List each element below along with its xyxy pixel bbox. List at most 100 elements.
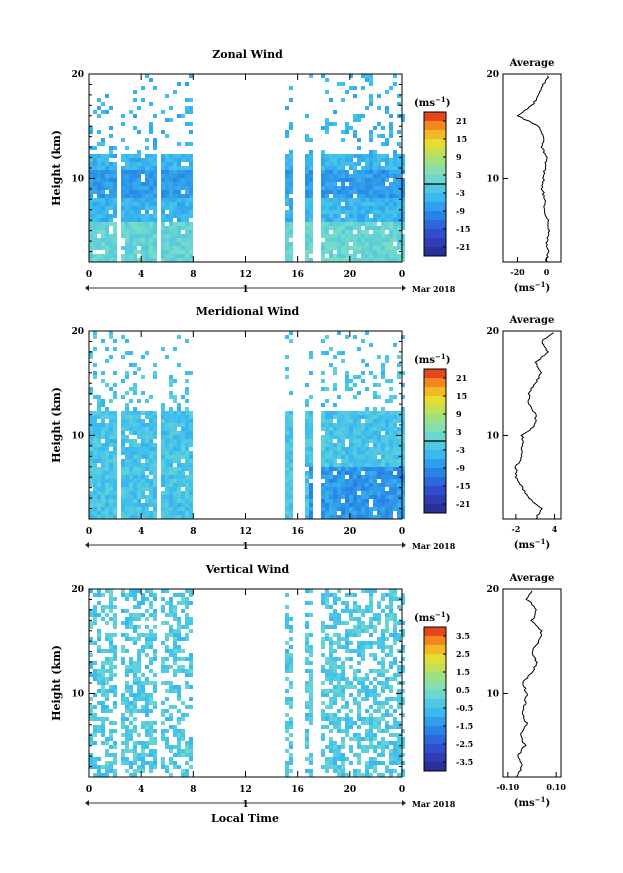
- heatmap-cell: [305, 633, 309, 637]
- heatmap-cell: [145, 254, 149, 258]
- heatmap-cell: [357, 717, 361, 721]
- heatmap-cell: [349, 495, 353, 499]
- heatmap-cell: [149, 765, 153, 769]
- heatmap-cell: [361, 459, 365, 463]
- heatmap-cell: [133, 487, 137, 491]
- heatmap-cell: [185, 613, 189, 617]
- heatmap-cell: [333, 601, 337, 605]
- heatmap-cell: [177, 226, 181, 230]
- heatmap-cell: [109, 246, 113, 250]
- heatmap-cell: [289, 503, 293, 507]
- heatmap-cell: [309, 206, 313, 210]
- colorbar-segment: [424, 459, 446, 469]
- heatmap-cell: [341, 673, 345, 677]
- heatmap-cell: [365, 166, 369, 170]
- heatmap-cell: [93, 431, 97, 435]
- heatmap-cell: [325, 351, 329, 355]
- heatmap-cell: [353, 475, 357, 479]
- heatmap-cell: [153, 479, 157, 483]
- heatmap-cell: [385, 419, 389, 423]
- heatmap-cell: [393, 491, 397, 495]
- heatmap-cell: [397, 162, 401, 166]
- heatmap-cell: [401, 487, 405, 491]
- heatmap-cell: [113, 653, 117, 657]
- heatmap-cell: [345, 685, 349, 689]
- heatmap-cell: [373, 218, 377, 222]
- heatmap-cell: [89, 226, 93, 230]
- heatmap-cell: [285, 415, 289, 419]
- heatmap-cell: [125, 258, 129, 262]
- heatmap-cell: [105, 258, 109, 262]
- heatmap-cell: [309, 451, 313, 455]
- heatmap-cell: [145, 463, 149, 467]
- heatmap-cell: [161, 681, 165, 685]
- heatmap-cell: [121, 439, 125, 443]
- heatmap-cell: [381, 226, 385, 230]
- heatmap-cell: [145, 693, 149, 697]
- average-x-label: (ms−1): [514, 537, 550, 551]
- heatmap-cell: [393, 419, 397, 423]
- heatmap-cell: [97, 98, 101, 102]
- heatmap-cell: [189, 491, 193, 495]
- heatmap-cell: [377, 451, 381, 455]
- heatmap-cell: [101, 218, 105, 222]
- heatmap-cell: [373, 174, 377, 178]
- heatmap-cell: [165, 515, 169, 519]
- heatmap-cell: [333, 214, 337, 218]
- heatmap-cell: [189, 617, 193, 621]
- heatmap-cell: [145, 633, 149, 637]
- heatmap-cell: [305, 645, 309, 649]
- heatmap-cell: [177, 657, 181, 661]
- heatmap-cell: [305, 250, 309, 254]
- heatmap-cell: [105, 605, 109, 609]
- heatmap-cell: [177, 737, 181, 741]
- heatmap-cell: [321, 411, 325, 415]
- heatmap-cell: [153, 174, 157, 178]
- heatmap-cell: [389, 725, 393, 729]
- heatmap-cell: [105, 250, 109, 254]
- heatmap-cell: [333, 765, 337, 769]
- heatmap-cell: [97, 443, 101, 447]
- heatmap-cell: [373, 198, 377, 202]
- heatmap-cell: [97, 142, 101, 146]
- heatmap-cell: [125, 238, 129, 242]
- heatmap-cell: [357, 162, 361, 166]
- heatmap-cell: [397, 242, 401, 246]
- heatmap-cell: [369, 741, 373, 745]
- heatmap-cells: [89, 589, 405, 777]
- heatmap-cell: [369, 713, 373, 717]
- heatmap-cell: [369, 625, 373, 629]
- heatmap-cell: [141, 254, 145, 258]
- heatmap-cell: [89, 194, 93, 198]
- heatmap-cell: [101, 669, 105, 673]
- heatmap-cell: [121, 491, 125, 495]
- heatmap-cell: [109, 745, 113, 749]
- heatmap-cell: [181, 713, 185, 717]
- heatmap-cell: [321, 471, 325, 475]
- heatmap-cell: [113, 371, 117, 375]
- heatmap-cell: [165, 419, 169, 423]
- heatmap-cell: [121, 258, 125, 262]
- heatmap-cell: [333, 170, 337, 174]
- heatmap-cell: [345, 154, 349, 158]
- heatmap-cell: [353, 669, 357, 673]
- heatmap-cell: [137, 178, 141, 182]
- heatmap-cell: [389, 467, 393, 471]
- heatmap-cell: [181, 443, 185, 447]
- heatmap-cell: [309, 439, 313, 443]
- heatmap-cell: [353, 685, 357, 689]
- heatmap-cell: [189, 194, 193, 198]
- heatmap-cell: [105, 613, 109, 617]
- heatmap-cell: [189, 435, 193, 439]
- heatmap-cell: [169, 162, 173, 166]
- heatmap-cell: [101, 475, 105, 479]
- average-x-tick-label: -2: [511, 524, 520, 534]
- heatmap-cell: [121, 226, 125, 230]
- heatmap-cell: [185, 463, 189, 467]
- heatmap-cell: [109, 419, 113, 423]
- heatmap-cell: [89, 391, 93, 395]
- heatmap-cell: [189, 130, 193, 134]
- heatmap-cell: [305, 190, 309, 194]
- heatmap-cell: [189, 98, 193, 102]
- heatmap-cell: [401, 427, 405, 431]
